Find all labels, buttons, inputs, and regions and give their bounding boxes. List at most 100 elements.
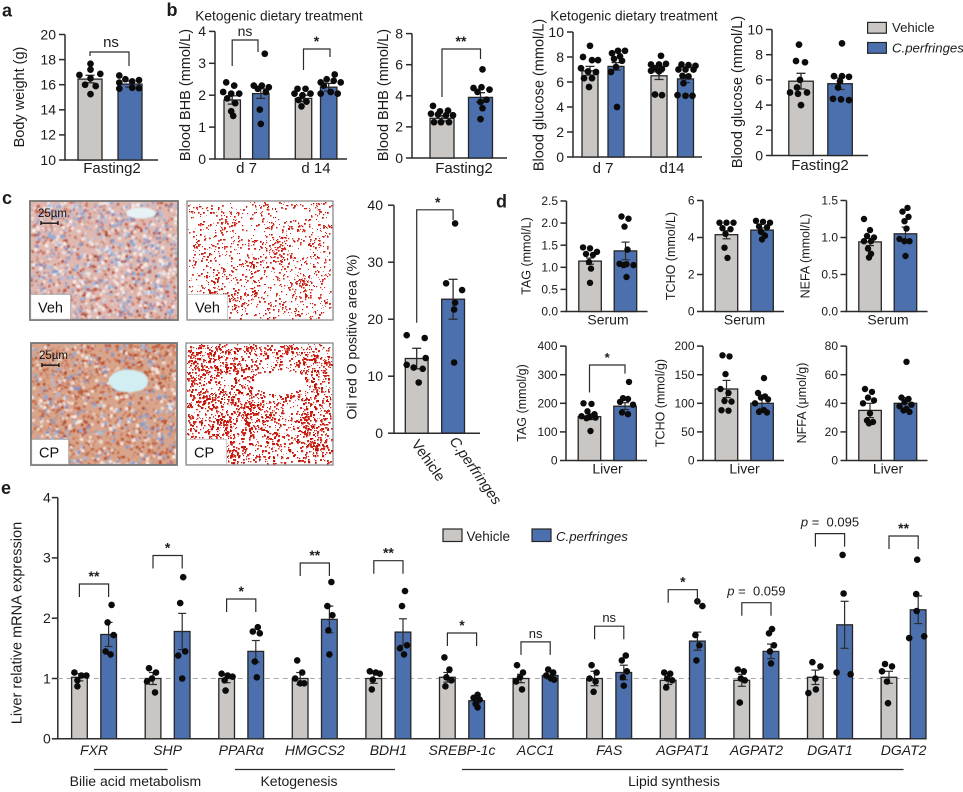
svg-text:Serum: Serum [724,312,765,328]
svg-text:0.5: 0.5 [821,268,838,282]
svg-text:*: * [314,33,320,49]
svg-text:**: ** [383,545,394,561]
svg-text:4: 4 [688,231,695,245]
svg-text:CP: CP [194,446,214,462]
svg-text:BDH1: BDH1 [370,742,407,758]
svg-text:16: 16 [40,77,56,93]
svg-text:ns: ns [529,626,543,641]
svg-text:0: 0 [395,150,403,166]
svg-text:SHP: SHP [153,742,182,758]
svg-text:d 14: d 14 [301,160,330,177]
svg-text:FAS: FAS [596,742,623,758]
svg-text:Fasting2: Fasting2 [791,157,849,174]
svg-text:80: 80 [825,339,839,353]
svg-text:Oil red O positive area (%): Oil red O positive area (%) [344,255,360,420]
svg-text:Fasting2: Fasting2 [435,160,493,177]
svg-text:Fasting2: Fasting2 [83,160,141,177]
svg-text:2.0: 2.0 [541,216,558,230]
svg-text:p = 0.095: p = 0.095 [800,515,859,530]
svg-text:3: 3 [43,550,51,566]
svg-text:100: 100 [674,396,694,410]
svg-text:Ketogenic dietary treatment: Ketogenic dietary treatment [550,9,718,24]
svg-text:10: 10 [40,152,56,168]
svg-text:Serum: Serum [867,312,908,328]
svg-text:0.0: 0.0 [541,305,558,319]
svg-text:Body weight (g): Body weight (g) [12,47,28,148]
svg-text:SREBP-1c: SREBP-1c [429,742,496,758]
svg-text:*: * [238,583,244,599]
svg-text:d 7: d 7 [236,160,257,177]
svg-text:ns: ns [238,23,253,39]
svg-text:C.perfringes: C.perfringes [892,40,963,55]
svg-text:CP: CP [39,446,59,462]
svg-text:0: 0 [198,151,206,167]
svg-text:NEFA (mmol/L): NEFA (mmol/L) [798,214,812,299]
svg-text:e: e [1,478,11,498]
svg-text:0: 0 [551,454,558,468]
svg-text:HMGCS2: HMGCS2 [285,742,345,758]
svg-text:d: d [496,192,507,212]
svg-text:1.0: 1.0 [541,260,558,274]
svg-text:NFFA (μmol/g): NFFA (μmol/g) [795,363,809,444]
svg-text:Ketogenesis: Ketogenesis [260,773,337,789]
svg-text:p = 0.059: p = 0.059 [726,584,785,599]
svg-text:*: * [680,574,686,590]
svg-text:10: 10 [367,368,383,384]
svg-text:150: 150 [674,368,694,382]
svg-text:**: ** [89,568,100,584]
svg-text:20: 20 [825,425,839,439]
svg-text:100: 100 [537,425,557,439]
svg-text:Veh: Veh [195,301,220,317]
svg-text:2: 2 [198,87,206,103]
svg-text:*: * [459,617,465,633]
svg-text:25µm: 25µm [39,350,68,362]
svg-text:TAG (mmol/g): TAG (mmol/g) [515,364,529,442]
svg-text:C.perfringes: C.perfringes [556,529,628,544]
svg-text:2: 2 [43,610,51,626]
svg-text:0.0: 0.0 [821,305,838,319]
svg-text:20: 20 [40,26,56,42]
svg-text:2: 2 [755,122,763,138]
svg-text:b: b [167,0,178,20]
svg-text:**: ** [309,547,320,563]
svg-text:TCHO (mmol/g): TCHO (mmol/g) [654,359,668,447]
svg-text:4: 4 [43,489,51,505]
svg-text:*: * [605,350,611,365]
svg-text:10: 10 [548,24,564,40]
svg-text:4: 4 [198,23,206,39]
svg-text:50: 50 [681,425,695,439]
svg-text:a: a [2,1,13,21]
svg-text:ACC1: ACC1 [516,742,554,758]
svg-text:60: 60 [825,368,839,382]
svg-text:8: 8 [556,49,564,65]
svg-text:**: ** [456,33,467,49]
svg-text:400: 400 [537,339,557,353]
svg-text:FXR: FXR [80,742,108,758]
svg-text:d 7: d 7 [593,160,614,177]
svg-text:200: 200 [674,339,694,353]
svg-text:6: 6 [556,74,564,90]
svg-text:40: 40 [367,197,383,213]
svg-text:Vehicle: Vehicle [467,529,511,544]
svg-text:0: 0 [831,454,838,468]
svg-text:Ketogenic dietary treatment: Ketogenic dietary treatment [195,9,363,24]
svg-text:1.5: 1.5 [821,194,838,208]
svg-text:8: 8 [395,25,403,41]
svg-text:Liver: Liver [729,461,760,477]
svg-text:d14: d14 [659,160,684,177]
svg-text:DGAT2: DGAT2 [881,742,927,758]
svg-text:0: 0 [688,305,695,319]
svg-text:DGAT1: DGAT1 [807,742,853,758]
svg-text:4: 4 [755,97,763,113]
svg-text:2: 2 [395,119,403,135]
svg-text:1: 1 [43,670,51,686]
svg-text:12: 12 [40,127,56,143]
svg-text:TCHO (mmol/L): TCHO (mmol/L) [664,212,678,300]
svg-text:6: 6 [688,194,695,208]
svg-text:3: 3 [198,55,206,71]
svg-text:ns: ns [602,610,616,625]
svg-text:1.0: 1.0 [821,231,838,245]
svg-text:2: 2 [556,124,564,140]
svg-text:2.5: 2.5 [541,194,558,208]
svg-text:AGPAT1: AGPAT1 [655,742,709,758]
